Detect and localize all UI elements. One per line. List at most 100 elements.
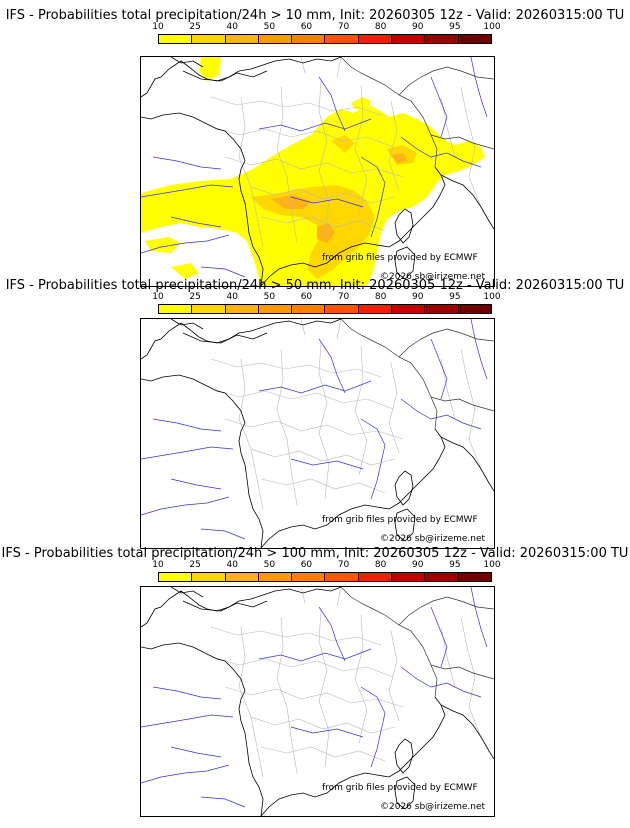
corsica-outline [394, 738, 414, 774]
corsica-outline [394, 470, 414, 506]
colorbar-label: 50 [263, 22, 276, 32]
colorbar-segment [358, 305, 393, 313]
colorbar-label: 90 [412, 292, 424, 302]
colorbar-segment [392, 35, 426, 43]
credit-copyright: ©2026 sb@irizeme.net [380, 802, 486, 812]
sardinia-outline [394, 776, 416, 810]
colorbar-label: 25 [189, 560, 201, 570]
colorbar-segment [425, 573, 459, 581]
sardinia-outline [394, 508, 416, 542]
credit-source: from grib files provided by ECMWF [322, 253, 478, 263]
map-frame: from grib files provided by ECMWF ©2026 … [140, 318, 495, 549]
colorbar-segment [258, 573, 293, 581]
colorbar-segment [225, 305, 259, 313]
colorbar-segment [258, 35, 293, 43]
colorbar-segment [225, 35, 259, 43]
colorbar-segment [192, 305, 226, 313]
colorbar-segment [392, 573, 426, 581]
colorbar-segment [425, 305, 459, 313]
colorbar-segment [392, 305, 426, 313]
rivers [141, 57, 488, 278]
colorbar-labels: 10 25 40 50 60 70 80 90 95 100 [152, 292, 500, 304]
map-svg [141, 587, 494, 816]
colorbar-label: 100 [483, 292, 501, 302]
credit-source: from grib files provided by ECMWF [322, 515, 478, 525]
credit-copyright: ©2026 sb@irizeme.net [380, 272, 486, 282]
colorbar-label: 100 [483, 560, 501, 570]
colorbar-segment [325, 35, 359, 43]
colorbar [158, 304, 492, 314]
colorbar-label: 60 [300, 292, 313, 302]
coastline-uk [170, 319, 268, 344]
corsica-outline [394, 208, 414, 244]
colorbar-segment [192, 573, 226, 581]
map-svg [141, 319, 494, 548]
coastline [141, 587, 446, 816]
colorbar-segment [458, 35, 491, 43]
colorbar-label: 40 [226, 560, 238, 570]
colorbar-label: 60 [300, 560, 313, 570]
colorbar-label: 10 [152, 292, 164, 302]
precip-area [251, 135, 417, 279]
map-panel-50mm: IFS - Probabilities total precipitation/… [0, 278, 630, 549]
panel-title: IFS - Probabilities total precipitation/… [5, 278, 625, 293]
admin-boundaries [210, 319, 482, 510]
coastline [141, 57, 446, 286]
colorbar-segment [325, 305, 359, 313]
rivers [141, 319, 488, 540]
colorbar-label: 40 [226, 292, 238, 302]
colorbar-label: 70 [337, 22, 350, 32]
colorbar-segment [192, 35, 226, 43]
colorbar-label: 80 [374, 292, 387, 302]
map-panel-100mm: IFS - Probabilities total precipitation/… [0, 546, 630, 817]
colorbar-label: 95 [449, 560, 461, 570]
colorbar-label: 70 [337, 292, 350, 302]
map-frame: from grib files provided by ECMWF ©2026 … [140, 586, 495, 817]
colorbar-label: 90 [412, 560, 424, 570]
country-borders [340, 319, 494, 430]
colorbar-segment [358, 35, 393, 43]
credit-source: from grib files provided by ECMWF [322, 783, 478, 793]
colorbar-label: 80 [374, 22, 387, 32]
colorbar-segment [358, 573, 393, 581]
map-svg [141, 57, 494, 286]
panel-title: IFS - Probabilities total precipitation/… [5, 8, 625, 23]
colorbar-segment [425, 35, 459, 43]
colorbar [158, 572, 492, 582]
colorbar-label: 10 [152, 560, 164, 570]
colorbar-label: 70 [337, 560, 350, 570]
colorbar-segment [159, 35, 193, 43]
admin-boundaries [210, 57, 482, 248]
country-borders [340, 57, 494, 168]
colorbar-label: 10 [152, 22, 164, 32]
colorbar-segment [292, 305, 326, 313]
country-borders [340, 587, 494, 698]
colorbar-label: 25 [189, 22, 201, 32]
admin-boundaries [210, 587, 482, 778]
colorbar-label: 60 [300, 22, 313, 32]
colorbar-labels: 10 25 40 50 60 70 80 90 95 100 [152, 560, 500, 572]
colorbar-label: 50 [263, 292, 276, 302]
panel-title: IFS - Probabilities total precipitation/… [1, 546, 629, 561]
map-frame: from grib files provided by ECMWF ©2026 … [140, 56, 495, 287]
colorbar-label: 100 [483, 22, 501, 32]
rivers [141, 587, 488, 808]
colorbar [158, 34, 492, 44]
colorbar-segment [258, 305, 293, 313]
colorbar-label: 50 [263, 560, 276, 570]
map-panel-10mm: IFS - Probabilities total precipitation/… [0, 8, 630, 287]
colorbar-labels: 10 25 40 50 60 70 80 90 95 100 [152, 22, 500, 34]
coastline [141, 319, 446, 548]
colorbar-segment [225, 573, 259, 581]
colorbar-segment [292, 573, 326, 581]
colorbar-label: 95 [449, 292, 461, 302]
colorbar-segment [458, 305, 491, 313]
colorbar-label: 80 [374, 560, 387, 570]
coastline-uk [170, 587, 268, 612]
colorbar-segment [325, 573, 359, 581]
colorbar-segment [458, 573, 491, 581]
coastline-italy [440, 174, 494, 230]
credit-copyright: ©2026 sb@irizeme.net [380, 534, 486, 544]
precip-area [271, 153, 407, 243]
colorbar-segment [292, 35, 326, 43]
